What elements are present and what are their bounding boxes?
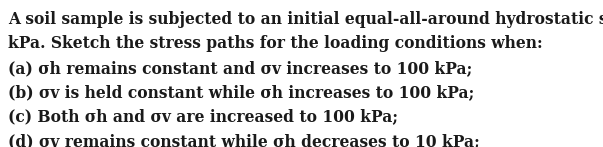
Text: A soil sample is subjected to an initial equal-all-around hydrostatic state of s: A soil sample is subjected to an initial… [8,11,603,28]
Text: (d) σv remains constant while σh decreases to 10 kPa;: (d) σv remains constant while σh decreas… [8,133,480,147]
Text: kPa. Sketch the stress paths for the loading conditions when:: kPa. Sketch the stress paths for the loa… [8,35,543,52]
Text: (a) σh remains constant and σv increases to 100 kPa;: (a) σh remains constant and σv increases… [8,60,473,77]
Text: (b) σv is held constant while σh increases to 100 kPa;: (b) σv is held constant while σh increas… [8,84,475,101]
Text: (c) Both σh and σv are increased to 100 kPa;: (c) Both σh and σv are increased to 100 … [8,108,399,125]
